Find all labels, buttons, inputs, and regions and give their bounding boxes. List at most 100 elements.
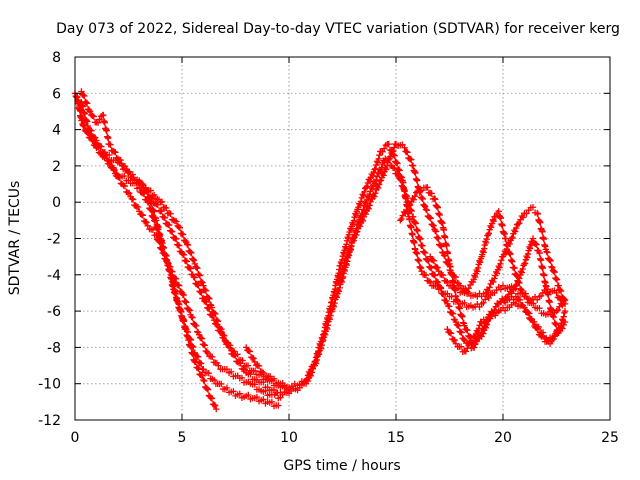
data-point	[556, 303, 563, 310]
data-point	[464, 327, 471, 334]
data-point	[255, 362, 263, 370]
data-point	[333, 294, 340, 301]
data-point	[171, 217, 179, 225]
data-point	[322, 331, 329, 339]
data-point	[411, 192, 419, 200]
data-point	[537, 331, 544, 339]
data-point	[350, 217, 358, 224]
data-point	[106, 158, 114, 166]
data-point	[438, 243, 445, 250]
data-point	[408, 207, 415, 215]
data-point	[193, 264, 200, 271]
data-point	[172, 235, 180, 243]
data-point	[481, 296, 489, 303]
data-point	[324, 322, 332, 329]
data-point	[438, 219, 445, 226]
data-point	[559, 300, 567, 308]
data-point	[272, 389, 280, 396]
data-point	[451, 337, 458, 344]
data-point	[84, 122, 92, 130]
data-point	[353, 231, 360, 239]
data-point	[327, 308, 335, 316]
data-point	[414, 177, 421, 184]
data-point	[439, 271, 447, 279]
data-point	[81, 110, 89, 117]
data-point	[476, 259, 484, 266]
data-point	[491, 275, 498, 282]
data-point	[103, 127, 110, 134]
data-point	[308, 369, 316, 376]
data-point	[208, 304, 216, 311]
data-point	[550, 268, 558, 275]
data-point	[418, 194, 426, 202]
data-point	[184, 241, 192, 249]
data-point	[204, 386, 212, 393]
data-point	[516, 220, 523, 227]
data-point	[394, 160, 401, 167]
data-point	[186, 336, 194, 343]
data-point	[279, 379, 286, 387]
data-point	[434, 264, 441, 271]
data-point	[270, 375, 278, 382]
data-point	[192, 358, 199, 365]
series-trace-7	[275, 155, 569, 402]
data-point	[139, 212, 147, 219]
data-point	[331, 299, 338, 307]
data-point	[427, 278, 434, 286]
data-point	[335, 278, 342, 286]
data-point	[182, 298, 189, 305]
y-tick-label: 4	[52, 123, 61, 139]
data-point	[234, 358, 241, 366]
data-point	[459, 319, 467, 326]
data-point	[394, 165, 402, 173]
data-point	[335, 288, 343, 295]
data-point	[456, 305, 464, 312]
data-point	[518, 286, 525, 294]
data-point	[512, 282, 520, 289]
data-point	[251, 358, 258, 366]
data-point	[123, 188, 130, 196]
data-point	[246, 348, 254, 355]
data-point	[155, 224, 162, 231]
y-tick-label: 2	[52, 159, 61, 175]
data-point	[169, 268, 176, 275]
data-point	[516, 285, 524, 292]
data-point	[458, 312, 466, 320]
data-point	[529, 204, 537, 211]
data-point	[452, 273, 460, 281]
data-point	[416, 235, 423, 242]
data-point	[167, 263, 174, 271]
data-point	[350, 237, 357, 244]
data-point	[175, 300, 182, 307]
data-point	[435, 211, 443, 218]
data-point	[200, 282, 207, 289]
y-tick-label: -12	[38, 413, 61, 429]
data-point	[402, 191, 409, 199]
data-point	[534, 210, 542, 218]
data-point	[151, 208, 158, 215]
data-point	[211, 310, 218, 317]
data-point	[195, 271, 203, 278]
data-point	[425, 277, 433, 285]
data-point	[304, 377, 312, 385]
data-point	[197, 288, 204, 296]
data-point	[218, 325, 225, 333]
data-point	[170, 216, 177, 224]
data-point	[393, 170, 401, 178]
series-trace-10	[427, 208, 567, 308]
data-point	[377, 177, 385, 184]
data-point	[409, 231, 416, 239]
data-point	[343, 253, 350, 260]
data-point	[79, 103, 87, 110]
data-point	[421, 249, 429, 257]
data-point	[203, 385, 211, 392]
data-point	[536, 249, 544, 257]
data-point	[529, 235, 537, 242]
data-point	[231, 352, 239, 359]
data-point	[356, 201, 364, 209]
data-point	[336, 284, 343, 292]
data-point	[180, 251, 188, 259]
data-point	[516, 279, 523, 287]
data-point	[462, 348, 470, 355]
y-tick-label: -2	[47, 232, 61, 248]
